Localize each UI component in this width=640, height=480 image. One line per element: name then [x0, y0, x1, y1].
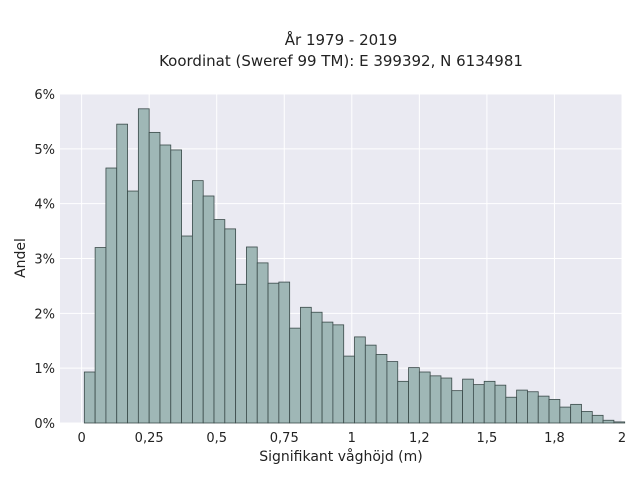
histogram-bar: [483, 380, 496, 424]
histogram-bar: [527, 391, 539, 424]
histogram-bar: [613, 421, 626, 424]
histogram-bar: [310, 311, 323, 424]
histogram-bar: [137, 108, 150, 424]
y-tick-label: 3%: [34, 253, 55, 268]
y-axis-label: Andel: [13, 238, 29, 278]
x-tick-label: 1,5: [477, 431, 498, 446]
histogram-bar: [559, 406, 572, 424]
histogram-bar: [386, 361, 399, 424]
histogram-bar: [148, 131, 161, 424]
histogram-bar: [256, 262, 269, 424]
histogram-bar: [472, 384, 485, 424]
histogram-bar: [375, 354, 388, 424]
x-tick-label: 2: [618, 431, 626, 446]
histogram-bar: [397, 380, 409, 424]
histogram-bar: [170, 149, 182, 424]
histogram-bar: [581, 411, 593, 424]
histogram-bar: [418, 371, 431, 424]
histogram-bar: [159, 144, 172, 424]
histogram-bar: [494, 384, 507, 424]
histogram-bar: [224, 228, 237, 424]
histogram-bars: [83, 108, 626, 424]
chart-subtitle: Koordinat (Sweref 99 TM): E 399392, N 61…: [159, 52, 523, 70]
histogram-bar: [548, 399, 561, 424]
histogram-bar: [321, 321, 334, 424]
histogram-bar: [191, 180, 204, 424]
histogram-bar: [537, 395, 550, 424]
histogram-bar: [354, 336, 366, 424]
histogram-bar: [591, 414, 604, 424]
y-tick-label: 0%: [34, 417, 55, 432]
y-tick-label: 6%: [34, 88, 55, 103]
histogram-bar: [440, 377, 453, 424]
x-tick-label: 1: [348, 431, 356, 446]
x-tick-label: 1,8: [544, 431, 565, 446]
histogram-bar: [451, 390, 463, 424]
y-tick-label: 1%: [34, 362, 55, 377]
histogram-bar: [116, 123, 128, 424]
histogram-bar: [83, 371, 96, 424]
x-axis-ticks: 0 0,25 0,5 0,75 1 1,2 1,5 1,8 2: [77, 431, 626, 446]
histogram-bar: [202, 195, 215, 424]
histogram-bar: [408, 367, 420, 424]
histogram-bar: [127, 190, 139, 424]
histogram-bar: [602, 419, 615, 424]
histogram-bar: [343, 355, 355, 424]
histogram-bar: [364, 344, 377, 424]
histogram-bar: [289, 327, 301, 424]
histogram-bar: [332, 324, 345, 424]
x-tick-label: 0,75: [270, 431, 299, 446]
histogram-bar: [300, 306, 312, 424]
y-tick-label: 5%: [34, 143, 55, 158]
histogram-bar: [246, 246, 258, 424]
chart-title: År 1979 - 2019: [285, 30, 398, 49]
y-axis-ticks: 0% 1% 2% 3% 4% 5% 6%: [34, 88, 55, 432]
x-tick-label: 0: [77, 431, 85, 446]
histogram-bar: [505, 396, 518, 424]
histogram-bar: [278, 281, 291, 424]
histogram-bar: [213, 219, 226, 424]
histogram-bar: [516, 389, 528, 424]
histogram-bar: [105, 167, 118, 424]
histogram-bar: [462, 378, 474, 424]
histogram-bar: [570, 403, 582, 424]
x-tick-label: 0,25: [135, 431, 164, 446]
histogram-bar: [94, 247, 107, 424]
x-tick-label: 1,2: [409, 431, 430, 446]
x-tick-label: 0,5: [206, 431, 227, 446]
histogram-bar: [235, 283, 247, 424]
histogram-bar: [429, 375, 442, 424]
y-tick-label: 2%: [34, 307, 55, 322]
x-axis-label: Signifikant våghöjd (m): [259, 448, 422, 465]
y-tick-label: 4%: [34, 198, 55, 213]
histogram-bar: [267, 282, 280, 424]
histogram-bar: [181, 235, 193, 424]
